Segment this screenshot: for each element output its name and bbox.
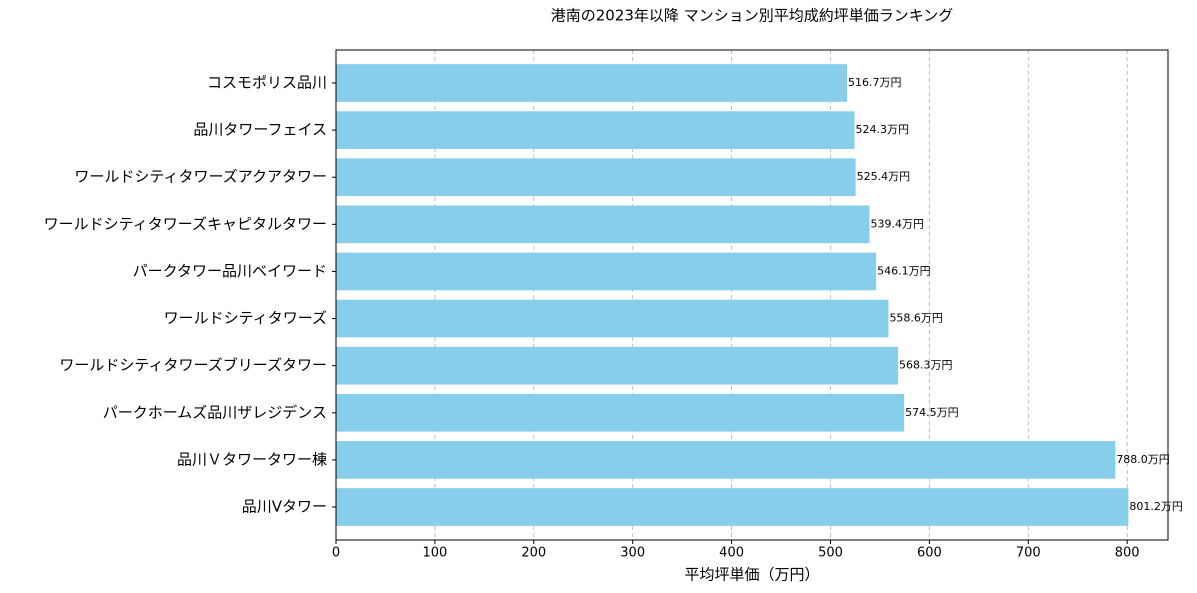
y-tick-label: 品川タワーフェイス [193, 121, 327, 139]
value-label: 788.0万円 [1116, 453, 1170, 466]
y-tick-label: 品川Vタワー [242, 498, 327, 516]
bar [336, 205, 870, 244]
value-label: 568.3万円 [899, 359, 953, 372]
x-tick-label: 0 [332, 546, 340, 561]
plot-frame [335, 49, 1169, 541]
x-tick-label: 200 [521, 546, 546, 561]
value-label: 801.2万円 [1129, 500, 1183, 513]
x-tick-label: 600 [917, 546, 942, 561]
x-tick-label: 500 [818, 546, 843, 561]
value-label: 574.5万円 [905, 406, 959, 419]
y-tick-label: コスモポリス品川 [207, 73, 327, 91]
bar [336, 111, 855, 149]
chart-title: 港南の2023年以降 マンション別平均成約坪単価ランキング [551, 7, 954, 25]
bar [336, 393, 905, 432]
x-axis-label: 平均坪単価（万円） [684, 566, 819, 584]
x-tick-label: 800 [1115, 546, 1140, 561]
bar [336, 346, 899, 385]
x-tick-label: 300 [620, 546, 645, 561]
x-tick-label: 700 [1016, 546, 1041, 561]
value-label: 524.3万円 [856, 123, 910, 136]
bar [336, 441, 1116, 479]
bar [336, 64, 848, 102]
y-tick-label: ワールドシティタワーズブリーズタワー [59, 356, 327, 374]
bar [336, 488, 1129, 526]
y-tick-label: ワールドシティタワーズアクアタワー [74, 168, 327, 186]
y-tick-label: 品川Ｖタワータワー棟 [177, 450, 327, 468]
value-label: 516.7万円 [848, 76, 902, 89]
bar [336, 299, 889, 338]
value-label: 558.6万円 [889, 312, 943, 325]
y-tick-label: ワールドシティタワーズ [164, 309, 327, 327]
y-tick-label: ワールドシティタワーズキャピタルタワー [44, 215, 327, 233]
bar [336, 252, 877, 291]
x-tick-label: 400 [719, 546, 744, 561]
y-tick-label: パークホームズ品川ザレジデンス [103, 403, 327, 421]
value-label: 539.4万円 [870, 217, 924, 230]
bar [336, 158, 856, 197]
value-label: 525.4万円 [857, 170, 911, 183]
value-label: 546.1万円 [877, 264, 931, 277]
x-tick-label: 100 [422, 546, 447, 561]
y-tick-label: パークタワー品川ベイワード [133, 262, 327, 280]
